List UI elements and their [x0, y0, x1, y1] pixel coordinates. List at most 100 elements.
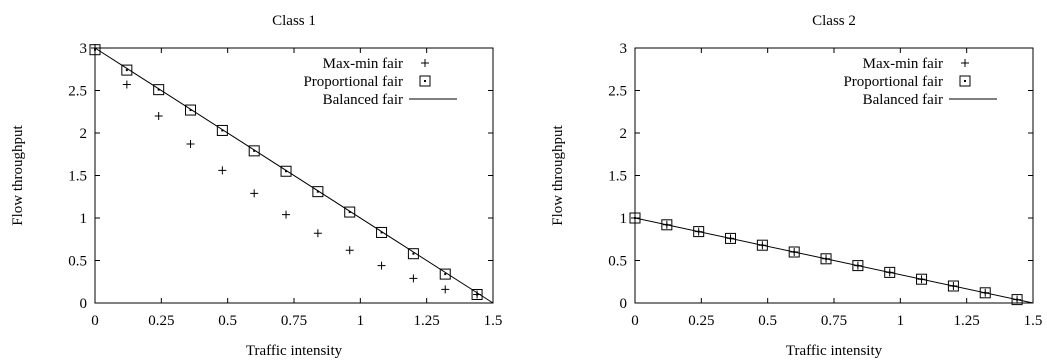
- chart-title: Class 2: [812, 13, 856, 29]
- data-point-max-min: [122, 80, 131, 89]
- data-point-max-min: [313, 229, 322, 238]
- legend-marker-square-dot: [424, 80, 426, 82]
- y-tick-label: 0.5: [68, 254, 87, 270]
- data-point-proportional-dot: [94, 48, 96, 51]
- legend: Max-min fair Proportional fair Balanced fa…: [303, 56, 457, 108]
- data-point-proportional: [121, 64, 133, 76]
- data-point-proportional-dot: [476, 293, 479, 296]
- data-point-proportional: [725, 232, 737, 244]
- data-point-proportional: [916, 273, 928, 285]
- x-tick-label: 0.5: [218, 313, 237, 329]
- data-point-proportional: [376, 226, 388, 238]
- series-line: [634, 217, 1034, 304]
- series-line-balanced-fair: [634, 217, 1034, 304]
- data-point-proportional: [820, 253, 832, 265]
- data-point-proportional: [852, 260, 864, 272]
- data-point-proportional-dot: [157, 88, 160, 91]
- data-point-max-min: [218, 166, 227, 175]
- data-point-proportional: [629, 212, 641, 224]
- data-point-proportional: [216, 124, 228, 136]
- data-point-max-min: [186, 140, 195, 149]
- y-tick-label: 2.5: [68, 84, 87, 100]
- data-point-proportional: [471, 289, 483, 300]
- legend-label: Balanced fair: [863, 92, 943, 108]
- data-point-proportional: [693, 226, 705, 238]
- legend: Max-min fair Proportional fair Balanced fa…: [843, 56, 997, 108]
- x-tick-label: 0: [631, 313, 639, 329]
- x-tick-label: 1.5: [1024, 313, 1043, 329]
- x-tick-label: 1: [897, 313, 905, 329]
- y-tick-label: 0: [80, 296, 88, 312]
- data-point-max-min: [377, 261, 386, 270]
- data-point-max-min: [409, 274, 418, 283]
- data-point-proportional-dot: [412, 252, 415, 255]
- legend-marker-plus: [961, 59, 969, 67]
- x-tick-label: 0.25: [688, 313, 714, 329]
- data-point-proportional: [344, 206, 356, 218]
- legend-marker-square: [959, 75, 971, 87]
- data-point-proportional-dot: [253, 149, 256, 152]
- data-point-proportional-dot: [285, 170, 288, 173]
- data-point-proportional-dot: [348, 211, 351, 214]
- x-tick-label: 0.25: [148, 313, 174, 329]
- x-tick-label: 0.5: [758, 313, 777, 329]
- data-point-proportional-dot: [316, 190, 319, 193]
- legend-marker-square: [419, 75, 431, 87]
- series-line-balanced-fair: [94, 47, 494, 304]
- y-tick-label: 2.5: [608, 84, 627, 100]
- data-point-proportional: [185, 104, 197, 116]
- chart-panel-1: Class 1 0 0.25 0.5 0.75 1 1.25 1.5 0 0.5 1 1.5 2 2.5 3…: [10, 13, 502, 359]
- series-plus: [91, 44, 482, 299]
- data-point-proportional: [153, 84, 165, 96]
- data-point-proportional-dot: [125, 69, 128, 72]
- x-tick-label: 1.25: [414, 313, 440, 329]
- data-point-proportional-dot: [189, 109, 192, 112]
- legend-label: Balanced fair: [323, 92, 403, 108]
- x-tick-label: 0: [91, 313, 99, 329]
- series-square: [629, 212, 1023, 306]
- data-point-max-min: [154, 112, 163, 120]
- data-point-max-min: [345, 246, 354, 255]
- data-point-proportional: [407, 248, 419, 260]
- data-point-proportional: [439, 268, 451, 280]
- y-tick-label: 1.5: [68, 169, 87, 185]
- data-point-proportional: [788, 246, 800, 258]
- legend-marker-plus: [421, 59, 429, 67]
- y-tick-label: 3: [620, 41, 628, 57]
- y-tick-label: 1: [620, 211, 628, 227]
- legend-label: Proportional fair: [843, 74, 943, 90]
- data-point-proportional: [312, 186, 324, 198]
- chart-title: Class 1: [272, 13, 316, 29]
- data-point-proportional-dot: [380, 231, 383, 234]
- x-axis-label: Traffic intensity: [786, 343, 883, 359]
- data-point-max-min: [282, 210, 291, 219]
- legend-marker-square-dot: [964, 80, 966, 82]
- y-tick-label: 1.5: [608, 169, 627, 185]
- x-tick-label: 1: [357, 313, 365, 329]
- y-tick-label: 0: [620, 296, 628, 312]
- data-point-proportional-dot: [221, 129, 224, 132]
- x-tick-label: 1.25: [954, 313, 980, 329]
- y-tick-label: 2: [80, 126, 88, 142]
- data-point-proportional: [756, 239, 768, 251]
- y-tick-label: 3: [80, 41, 88, 57]
- x-tick-label: 1.5: [484, 313, 503, 329]
- y-tick-label: 0.5: [608, 254, 627, 270]
- x-axis-label: Traffic intensity: [246, 343, 343, 359]
- data-point-max-min: [441, 285, 450, 294]
- legend-label: Proportional fair: [303, 74, 403, 90]
- data-point-max-min: [250, 189, 259, 198]
- data-point-proportional: [661, 219, 673, 231]
- data-point-proportional: [884, 266, 896, 278]
- x-tick-label: 0.75: [821, 313, 847, 329]
- chart-panel-2: Class 2 0 0.25 0.5 0.75 1 1.25 1.5 0 0.5 1 1.5 2 2.5 3…: [550, 13, 1042, 359]
- legend-label: Max-min fair: [863, 56, 943, 72]
- y-tick-label: 1: [80, 211, 88, 227]
- data-point-proportional: [1011, 294, 1023, 306]
- y-tick-label: 2: [620, 126, 628, 142]
- series-square: [89, 44, 483, 300]
- plot-frame: [634, 47, 1034, 304]
- data-point-proportional: [89, 44, 101, 56]
